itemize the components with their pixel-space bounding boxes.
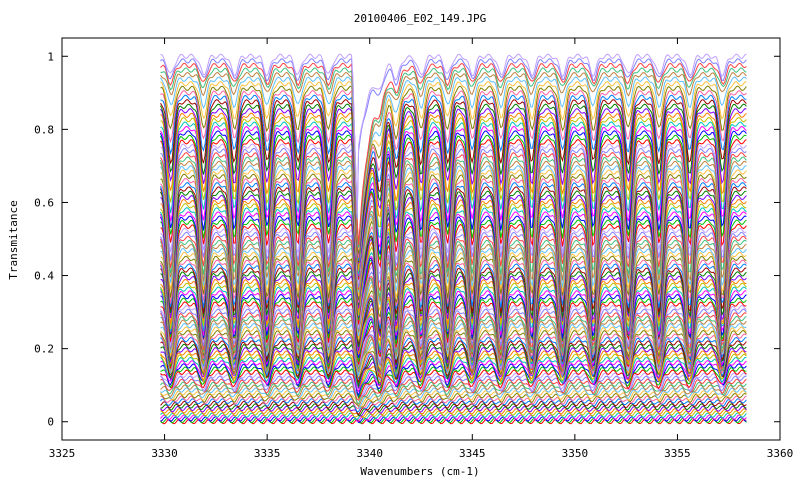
x-tick-label: 3360 [767,447,794,460]
spectrum-series-line [160,76,747,248]
spectrum-series-line [160,94,747,261]
y-tick-label: 0.6 [34,196,54,209]
x-tick-label: 3345 [459,447,486,460]
spectrum-series-line [160,353,747,389]
x-axis-label: Wavenumbers (cm-1) [360,465,479,478]
spectrum-series-line [160,71,747,248]
spectrum-series-line [160,387,747,409]
x-tick-label: 3330 [151,447,178,460]
spectrum-series-line [160,359,747,393]
x-axis: 3325 3330 3335 3340 3345 3350 3355 3360 [49,38,794,460]
chart-title: 20100406_E02_149.JPG [354,12,486,25]
y-tick-label: 0.8 [34,123,54,136]
x-tick-label: 3355 [664,447,691,460]
spectrum-series-line [160,366,747,399]
y-tick-label: 0 [47,416,54,429]
spectrum-series-line [160,381,747,405]
spectrum-series-line [160,369,747,399]
spectrum-series-line [160,99,747,262]
spectrum-series-line [160,81,747,250]
spectrum-series-line [160,53,747,215]
y-tick-label: 0.4 [34,270,54,283]
x-tick-label: 3325 [49,447,76,460]
spectrum-series-line [160,350,747,389]
spectrum-series-line [160,390,747,408]
x-tick-label: 3350 [562,447,589,460]
spectrum-series-line [160,403,747,417]
y-tick-label: 0.2 [34,343,54,356]
y-tick-label: 1 [47,50,54,63]
spectrum-series-line [160,407,747,418]
spectrum-series-line [160,378,747,401]
spectrum-series-line [160,329,747,384]
y-axis-label: Transmitance [7,200,20,279]
spectrum-series-line [160,375,747,399]
spectrum-series-line [160,405,747,417]
spectrum-series-line [160,372,747,398]
spectrum-series-line [160,392,747,408]
spectrum-series-line [160,103,747,262]
y-axis: 0 0.2 0.4 0.6 0.8 1 [34,50,780,429]
plot-area [160,53,747,425]
spectrum-series-line [160,57,747,219]
spectrum-series-line [160,398,747,413]
spectrum-series-line [160,67,747,248]
spectrum-series-line [160,89,747,259]
spectrum-series-line [160,62,747,245]
spectrum-series-line [160,85,747,254]
spectrum-series-line [160,333,747,382]
x-tick-label: 3335 [254,447,281,460]
plot-frame [61,37,781,441]
spectrum-series-line [160,336,747,381]
spectrum-series-line [160,108,747,264]
x-tick-label: 3340 [356,447,383,460]
spectrum-series-line [160,356,747,390]
spectrum-series-line [160,384,747,408]
